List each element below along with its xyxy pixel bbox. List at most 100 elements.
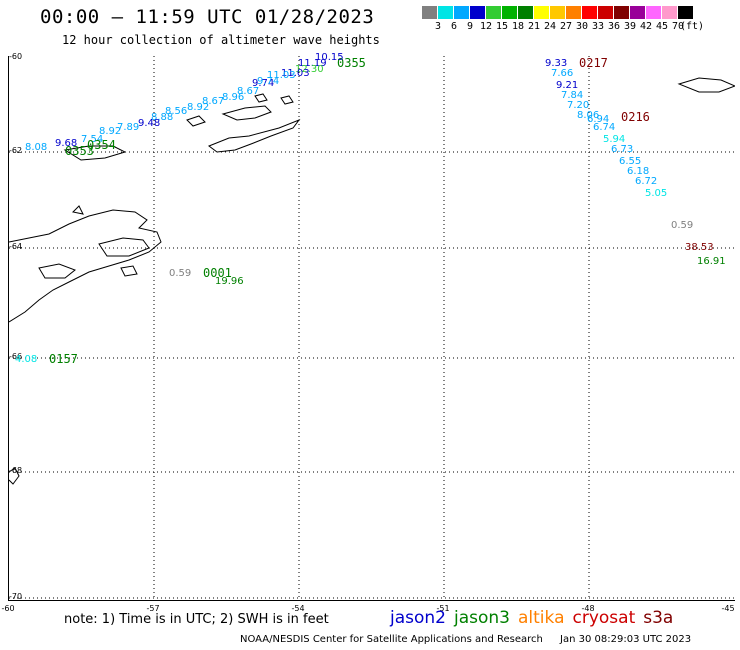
- track-time-label: 0216: [621, 110, 650, 124]
- color-scale-label: 21: [527, 21, 541, 32]
- color-scale-label: 42: [639, 21, 653, 32]
- wave-height-point: 16.91: [697, 256, 726, 267]
- legend-jason2: jason2: [390, 608, 446, 628]
- island-small-a: [186, 115, 206, 127]
- color-scale-label: (ft): [679, 21, 705, 32]
- james-ross-island: [38, 263, 76, 279]
- wave-height-point: 6.72: [635, 176, 658, 187]
- color-swatch: [614, 6, 630, 19]
- map-svg: [9, 56, 735, 600]
- satellite-legend: jason2 jason3 altika cryosat s3a: [390, 608, 681, 628]
- color-scale-label: 24: [543, 21, 557, 32]
- legend-s3a: s3a: [643, 608, 674, 628]
- wave-height-point: 8.56: [165, 106, 188, 117]
- wave-height-point: 6.94: [587, 114, 610, 125]
- joinville-island: [98, 237, 150, 257]
- wave-height-point: 7.66: [551, 68, 574, 79]
- color-swatch: [582, 6, 598, 19]
- wave-height-point: 6.73: [611, 144, 634, 155]
- color-swatch: [566, 6, 582, 19]
- wave-height-point: 8.08: [25, 142, 48, 153]
- color-scale-label: 9: [466, 21, 474, 32]
- color-swatch: [502, 6, 518, 19]
- color-scale-label: 70: [671, 21, 685, 32]
- lon-label: -57: [146, 604, 160, 613]
- wave-height-point: 9.68: [55, 138, 78, 149]
- track-time-label: 0354: [87, 138, 116, 152]
- wave-height-point: 12.30: [295, 64, 324, 75]
- color-swatch: [470, 6, 486, 19]
- color-swatch: [678, 6, 694, 19]
- wave-height-point: 9.74: [252, 78, 275, 89]
- south-shetland-islands: [207, 118, 301, 153]
- wave-height-point: 8.92: [187, 102, 210, 113]
- island-small-b: [254, 93, 268, 103]
- wave-height-point: 10.15: [315, 52, 344, 63]
- wave-height-point: 7.89: [117, 122, 140, 133]
- wave-height-point: 8.67: [237, 86, 260, 97]
- track-time-label: 0001: [203, 266, 232, 280]
- wave-height-point: 9.48: [138, 118, 161, 129]
- track-time-label: 0157: [49, 352, 78, 366]
- wave-height-point: 6.55: [619, 156, 642, 167]
- color-scale-label: 3: [434, 21, 442, 32]
- credit-text: NOAA/NESDIS Center for Satellite Applica…: [240, 634, 543, 645]
- track-time-label: 0353: [65, 144, 94, 158]
- color-swatch: [630, 6, 646, 19]
- map-plot-area: -60 -62 -64 -66 -68 -70 0355 10.15 11.19 12…: [8, 52, 735, 601]
- color-scale-label: 18: [511, 21, 525, 32]
- legend-altika: altika: [518, 608, 565, 628]
- wave-height-point: 11.03: [267, 70, 296, 81]
- lat-label: -70: [9, 592, 23, 601]
- island-f: [9, 467, 20, 485]
- color-swatch: [534, 6, 550, 19]
- legend-cryosat: cryosat: [572, 608, 636, 628]
- color-swatch: [518, 6, 534, 19]
- color-swatch: [486, 6, 502, 19]
- color-scale-label: 30: [575, 21, 589, 32]
- wave-height-point: 5.94: [603, 134, 626, 145]
- color-scale-label: 39: [623, 21, 637, 32]
- livingston-island: [63, 145, 127, 161]
- wave-height-point: 8.88: [151, 112, 174, 123]
- page-title: 00:00 – 11:59 UTC 01/28/2023: [40, 6, 375, 28]
- wave-height-point: 9.74: [257, 76, 280, 87]
- generated-date: Jan 30 08:29:03 UTC 2023: [560, 634, 692, 645]
- wave-height-point: 9.21: [556, 80, 579, 91]
- lat-label: -68: [9, 466, 23, 475]
- island-small-c: [280, 95, 294, 105]
- wave-height-point: 4.08: [15, 354, 38, 365]
- antarctic-peninsula: [9, 209, 162, 323]
- island-e: [71, 205, 84, 215]
- wave-height-point: 6.18: [627, 166, 650, 177]
- color-scale-label: 12: [479, 21, 493, 32]
- wave-height-point: 8.67: [202, 96, 225, 107]
- color-swatch: [422, 6, 438, 19]
- color-scale-label: 27: [559, 21, 573, 32]
- coastline: [9, 77, 735, 485]
- track-time-label: 0217: [579, 56, 608, 70]
- wave-height-point: 6.74: [593, 122, 616, 133]
- color-scale-label: 36: [607, 21, 621, 32]
- graticule: [9, 56, 735, 600]
- wave-height-point: 0.59: [169, 268, 192, 279]
- color-swatch: [550, 6, 566, 19]
- color-swatch: [662, 6, 678, 19]
- color-scale: [422, 6, 694, 19]
- lat-label: -64: [9, 242, 23, 251]
- wave-height-point: 7.54: [81, 134, 104, 145]
- lon-label: -60: [1, 604, 15, 613]
- footer-credit: NOAA/NESDIS Center for Satellite Applica…: [240, 634, 691, 645]
- lon-label: -45: [721, 604, 735, 613]
- wave-height-point: 7.84: [561, 90, 584, 101]
- wave-height-point: 5.05: [645, 188, 668, 199]
- lon-label: -54: [291, 604, 305, 613]
- color-scale-label: 33: [591, 21, 605, 32]
- lon-label: -48: [581, 604, 595, 613]
- lon-label: -51: [436, 604, 450, 613]
- wave-height-point: 8.06: [577, 110, 600, 121]
- lat-label: -62: [9, 146, 23, 155]
- color-swatch: [598, 6, 614, 19]
- color-scale-label: 6: [450, 21, 458, 32]
- wave-height-point: 8.96: [222, 92, 245, 103]
